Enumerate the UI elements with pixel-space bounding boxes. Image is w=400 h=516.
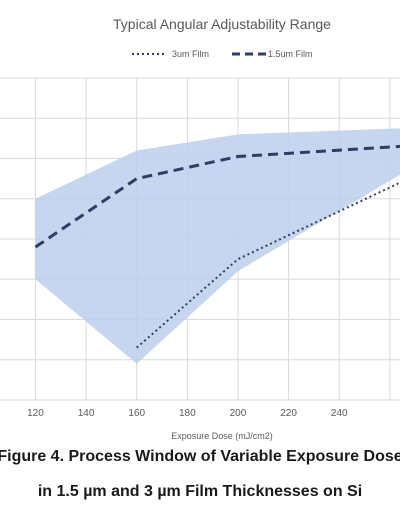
series-line-1-5um-film	[34, 144, 400, 249]
x-tick-label: 180	[179, 408, 196, 419]
chart: 120 140 160 180 200 220 240 Exposure Dose (mJ/c…	[0, 16, 400, 441]
figure-caption-line-2: in 1.5 µm and 3 µm Film Thicknesses on S…	[37, 483, 363, 500]
legend-label: 1.5um Film	[268, 49, 313, 59]
x-tick-label: 220	[280, 408, 297, 419]
legend-label: 3um Film	[172, 49, 209, 59]
x-tick-label: 120	[27, 408, 44, 419]
chart-svg: 120 140 160 180 200 220 240 Exposure Dose (mJ/c…	[0, 16, 400, 441]
chart-title: Typical Angular Adjustability Range	[113, 16, 331, 32]
x-tick-label: 200	[230, 408, 247, 419]
process-window-band	[35, 128, 400, 364]
x-tick-label: 140	[78, 408, 95, 419]
x-tick-label: 160	[128, 408, 145, 419]
figure-caption-line-1: Figure 4. Process Window of Variable Exp…	[0, 448, 400, 465]
x-tick-label: 240	[331, 408, 348, 419]
x-axis-label: Exposure Dose (mJ/cm2)	[171, 431, 273, 441]
